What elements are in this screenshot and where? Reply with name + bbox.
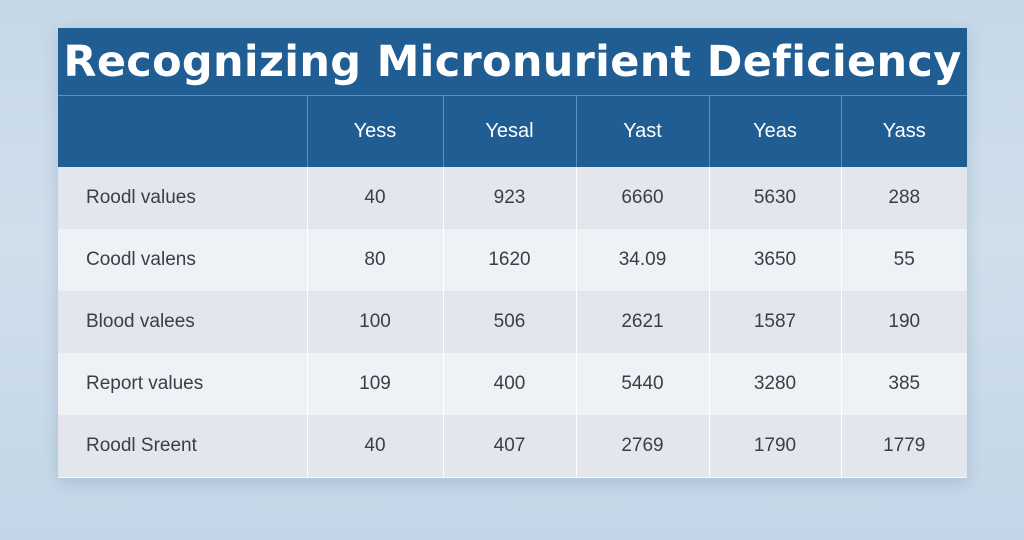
column-header: Yeas bbox=[708, 95, 841, 167]
row-label: Report values bbox=[86, 372, 204, 394]
table-cell: 6660 bbox=[575, 166, 709, 229]
table-cell: 34.09 bbox=[575, 228, 709, 291]
row-label: Roodl Sreent bbox=[86, 434, 197, 456]
table-cell: 40 bbox=[306, 166, 443, 229]
data-table: Yess Yesal Yast Yeas Yass Roodl values 4… bbox=[58, 95, 967, 477]
table-cell: 1587 bbox=[708, 290, 841, 353]
table-cell: 109 bbox=[306, 352, 443, 415]
table-cell: 506 bbox=[442, 290, 576, 353]
table-cell: 288 bbox=[840, 166, 967, 229]
table-cell: 100 bbox=[306, 290, 443, 353]
table-cell: 2621 bbox=[575, 290, 709, 353]
title-bar: Recognizing Micronurient Deficiency bbox=[58, 28, 967, 95]
table-cell: 5630 bbox=[708, 166, 841, 229]
column-header: Yesal bbox=[442, 95, 576, 167]
table-cell: 923 bbox=[442, 166, 576, 229]
header-row: Yess Yesal Yast Yeas Yass bbox=[58, 95, 967, 167]
table-row: Report values 109 400 5440 3280 385 bbox=[58, 352, 967, 415]
table-row: Blood valees 100 506 2621 1587 190 bbox=[58, 290, 967, 353]
table-cell: 40 bbox=[306, 414, 443, 477]
table-cell: 3650 bbox=[708, 228, 841, 291]
table-cell: 407 bbox=[442, 414, 576, 477]
column-header-label bbox=[58, 95, 307, 167]
table-cell: 400 bbox=[442, 352, 576, 415]
table-row: Roodl Sreent 40 407 2769 1790 1779 bbox=[58, 414, 967, 477]
table-title: Recognizing Micronurient Deficiency bbox=[63, 36, 962, 87]
table-row: Coodl valens 80 1620 34.09 3650 55 bbox=[58, 228, 967, 291]
table-cell: 55 bbox=[840, 228, 967, 291]
table-cell: 1779 bbox=[840, 414, 967, 477]
table-cell: 5440 bbox=[575, 352, 709, 415]
column-header: Yast bbox=[575, 95, 709, 167]
row-label: Roodl values bbox=[86, 186, 196, 208]
row-label: Coodl valens bbox=[86, 248, 196, 270]
table-cell: 385 bbox=[840, 352, 967, 415]
column-header: Yass bbox=[840, 95, 967, 167]
table-cell: 3280 bbox=[708, 352, 841, 415]
table-cell: 1620 bbox=[442, 228, 576, 291]
table-cell: 80 bbox=[306, 228, 443, 291]
table-cell: 2769 bbox=[575, 414, 709, 477]
row-label: Blood valees bbox=[86, 310, 195, 332]
table-card: Recognizing Micronurient Deficiency Yess… bbox=[58, 28, 967, 478]
table-cell: 190 bbox=[840, 290, 967, 353]
table-cell: 1790 bbox=[708, 414, 841, 477]
table-row: Roodl values 40 923 6660 5630 288 bbox=[58, 166, 967, 229]
column-header: Yess bbox=[306, 95, 443, 167]
